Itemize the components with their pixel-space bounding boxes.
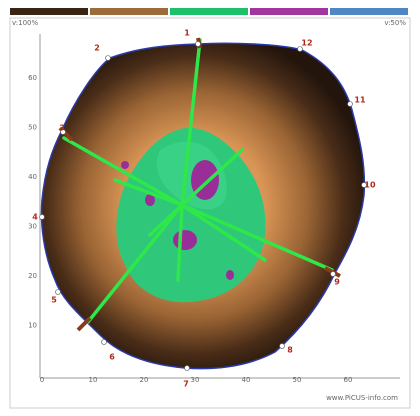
sensor-label: 2	[94, 44, 100, 53]
sensor-label: 11	[354, 96, 366, 105]
sound-path	[86, 203, 184, 324]
sound-path	[180, 148, 244, 207]
sensor-point	[101, 339, 107, 345]
scale-segment	[170, 8, 248, 15]
sensor-point	[361, 182, 367, 188]
scale-segment	[90, 8, 168, 15]
sound-wood-zone	[116, 127, 266, 303]
right-label: v:50%	[384, 19, 406, 27]
y-tick-label: 50	[28, 124, 37, 132]
sound-path	[180, 38, 202, 207]
decay-zone	[173, 230, 197, 250]
y-tick-label: 40	[28, 173, 37, 181]
sensor-label: 8	[287, 346, 293, 355]
sensor-point	[55, 289, 61, 295]
sensor-point	[39, 214, 45, 220]
left-label: v:100%	[12, 19, 38, 27]
sensor-point	[195, 41, 201, 47]
y-tick-label: 60	[28, 74, 37, 82]
x-tick-label: 20	[140, 376, 149, 384]
sensor-point	[330, 271, 336, 277]
sensor-label: 6	[109, 353, 115, 362]
footer: www.PiCUS-info.com	[326, 394, 398, 402]
scale-segment	[250, 8, 328, 15]
sensor-label: 4	[32, 213, 38, 222]
sensor-pin	[76, 316, 92, 332]
sensor-label: 3	[59, 124, 65, 133]
sound-path	[113, 178, 184, 207]
decay-zone	[226, 270, 234, 280]
sensor-label: 7	[183, 380, 189, 389]
y-tick-label: 30	[28, 223, 37, 231]
x-tick-label: 50	[293, 376, 302, 384]
sensor-label: 9	[334, 278, 340, 287]
x-tick-label: 10	[89, 376, 98, 384]
sound-path	[180, 203, 267, 262]
sensor-point	[184, 365, 190, 371]
sensor-label: 12	[301, 39, 312, 48]
scale-segment	[330, 8, 408, 15]
sound-path	[176, 203, 184, 282]
sensor-point	[347, 101, 353, 107]
sensor-point	[279, 343, 285, 349]
sensor-label: 5	[51, 296, 57, 305]
sound-path	[180, 203, 334, 272]
y-tick-label: 10	[28, 322, 37, 330]
sensor-point	[60, 129, 66, 135]
y-tick-label: 20	[28, 272, 37, 280]
x-tick-label: 60	[344, 376, 353, 384]
x-tick-label: 30	[191, 376, 200, 384]
x-tick-label: 40	[242, 376, 251, 384]
sensor-label: 1	[184, 29, 190, 38]
sensor-point	[297, 46, 303, 52]
sound-path	[62, 136, 184, 207]
sound-path	[148, 203, 184, 237]
sensor-label: 10	[364, 181, 376, 190]
sensor-point	[105, 55, 111, 61]
decay-zone	[145, 194, 155, 206]
scale-segment	[10, 8, 88, 15]
sound-paths	[62, 38, 334, 324]
decay-zone	[121, 161, 129, 169]
x-tick-label: 0	[40, 376, 44, 384]
